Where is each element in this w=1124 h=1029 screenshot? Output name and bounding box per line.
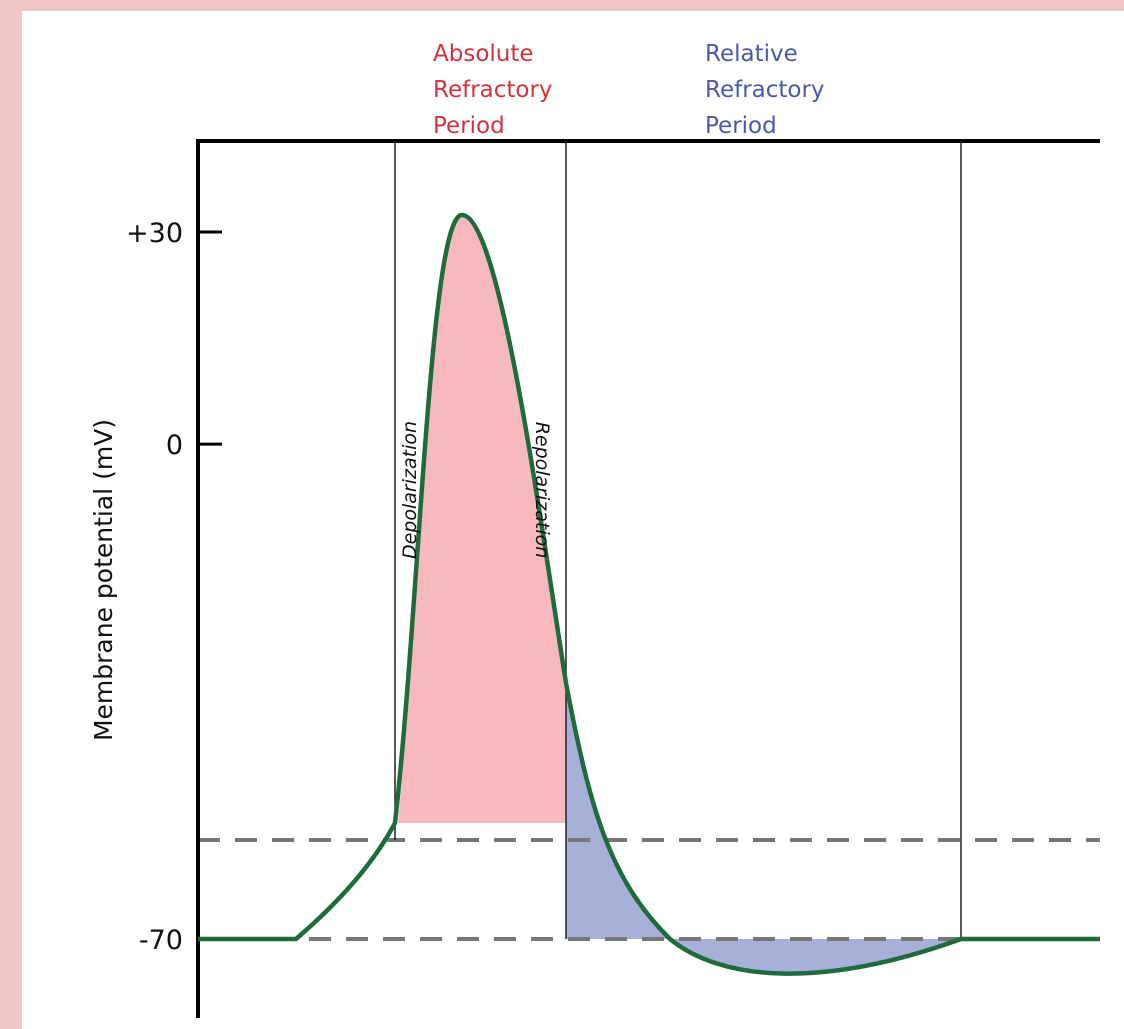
- depolarization-label: Depolarization: [399, 421, 421, 559]
- relative-header-line-2: Refractory: [705, 77, 825, 103]
- repolarization-label: Repolarization: [531, 422, 553, 559]
- relative-header-line-3: Period: [705, 113, 777, 139]
- y-axis-label: Membrane potential (mV): [89, 419, 118, 741]
- action-potential-diagram: +30 0 -70 Membrane potential (mV) Depola…: [89, 41, 1100, 1018]
- relative-header-line-1: Relative: [705, 41, 798, 67]
- diagram-panel: +30 0 -70 Membrane potential (mV) Depola…: [22, 11, 1124, 1029]
- absolute-header-line-2: Refractory: [433, 77, 553, 103]
- absolute-header-line-3: Period: [433, 113, 505, 139]
- tick-label-zero: 0: [166, 430, 183, 461]
- tick-label-plus30: +30: [126, 218, 183, 249]
- action-potential-curve: [198, 212, 1100, 976]
- absolute-header-line-1: Absolute: [433, 41, 534, 67]
- relative-refractory-region: [566, 683, 961, 974]
- tick-label-minus70: -70: [139, 925, 183, 956]
- absolute-refractory-region: [398, 215, 566, 823]
